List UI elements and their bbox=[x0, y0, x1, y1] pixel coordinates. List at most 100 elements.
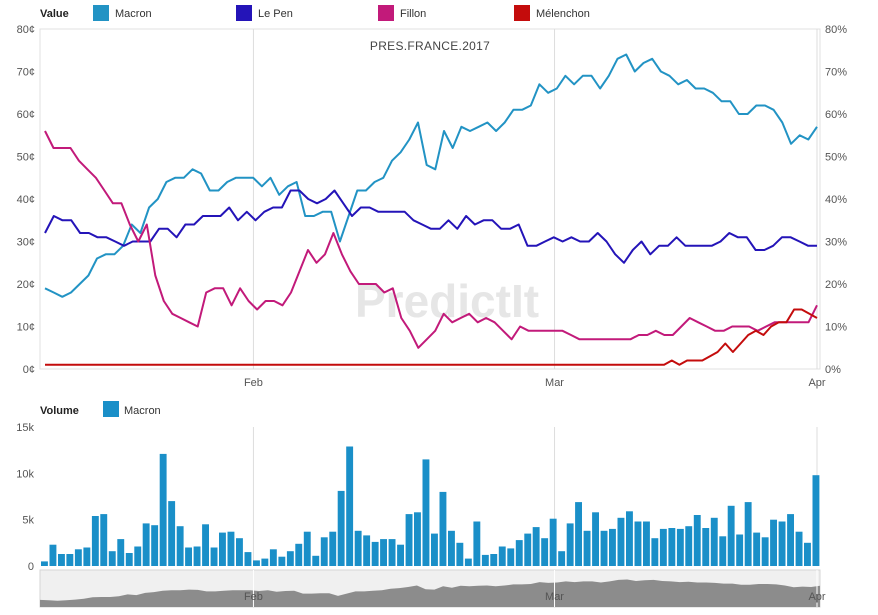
volume-bar bbox=[592, 512, 599, 566]
x-axis: Feb Mar Apr bbox=[244, 377, 826, 389]
volume-y-tick-label: 10k bbox=[16, 468, 34, 480]
volume-bar bbox=[507, 548, 515, 566]
volume-bar bbox=[583, 530, 591, 566]
volume-bar bbox=[617, 517, 625, 566]
volume-bar bbox=[668, 528, 676, 566]
volume-bar bbox=[66, 554, 74, 566]
y-right-tick-label: 30% bbox=[825, 237, 847, 249]
volume-bar bbox=[558, 551, 566, 566]
legend-label-melenchon: Mélenchon bbox=[536, 8, 590, 20]
volume-bar bbox=[685, 526, 693, 566]
volume-bar bbox=[58, 554, 65, 566]
navigator-area bbox=[40, 579, 820, 607]
y-left-tick-label: 60¢ bbox=[17, 109, 35, 121]
y-right-tick-label: 10% bbox=[825, 322, 847, 334]
volume-bar bbox=[303, 531, 311, 566]
value-series bbox=[44, 53, 818, 366]
navigator-x-axis: Feb Mar Apr bbox=[244, 570, 826, 607]
volume-bar bbox=[185, 547, 192, 566]
volume-bar bbox=[125, 553, 133, 566]
chart-title: PRES.FRANCE.2017 bbox=[370, 39, 490, 53]
volume-bar bbox=[761, 537, 769, 566]
volume-bar bbox=[253, 560, 260, 566]
legend-swatch-melenchon bbox=[514, 5, 530, 21]
volume-bar bbox=[676, 528, 684, 566]
volume-bar bbox=[456, 542, 464, 566]
volume-bar bbox=[575, 502, 582, 566]
navigator-tick-label-apr: Apr bbox=[808, 591, 825, 603]
y-left-tick-label: 70¢ bbox=[17, 67, 35, 79]
volume-bar bbox=[448, 530, 455, 566]
volume-bar bbox=[770, 519, 777, 566]
volume-bar bbox=[261, 558, 269, 566]
y-right-tick-label: 70% bbox=[825, 67, 847, 79]
volume-bar bbox=[651, 538, 659, 566]
volume-bar bbox=[524, 533, 532, 566]
volume-bar bbox=[702, 528, 710, 566]
volume-bar bbox=[142, 523, 150, 566]
volume-bar bbox=[481, 554, 489, 566]
volume-bar bbox=[371, 541, 379, 566]
legend-swatch-macron bbox=[93, 5, 109, 21]
volume-y-tick-label: 0 bbox=[28, 561, 34, 573]
volume-y-axis: 0 5k 10k 15k bbox=[16, 422, 34, 573]
volume-legend-title: Volume bbox=[40, 405, 79, 417]
volume-bar bbox=[337, 490, 345, 566]
y-axis-left: 0¢ 10¢ 20¢ 30¢ 40¢ 50¢ 60¢ 70¢ 80¢ bbox=[17, 24, 35, 376]
volume-bar bbox=[202, 524, 209, 566]
volume-bar bbox=[549, 518, 557, 566]
value-chart: PredictIt PRES.FRANCE.2017 0¢ 10¢ 20¢ 30¢ 40… bbox=[17, 24, 848, 389]
y-left-tick-label: 50¢ bbox=[17, 152, 35, 164]
x-tick-label-mar: Mar bbox=[545, 377, 564, 389]
volume-y-tick-label: 5k bbox=[22, 515, 34, 527]
volume-bar bbox=[736, 534, 744, 566]
volume-bar bbox=[753, 532, 761, 566]
y-left-tick-label: 80¢ bbox=[17, 24, 35, 36]
y-right-tick-label: 60% bbox=[825, 109, 847, 121]
navigator[interactable]: Feb Mar Apr bbox=[39, 569, 826, 608]
volume-bar bbox=[49, 544, 57, 566]
volume-bar bbox=[295, 543, 303, 566]
legend-label-macron: Macron bbox=[115, 8, 152, 20]
volume-bar bbox=[473, 521, 481, 566]
legend-label-fillon: Fillon bbox=[400, 8, 426, 20]
volume-bar bbox=[74, 549, 82, 566]
volume-bar bbox=[91, 516, 99, 566]
x-tick-label-feb: Feb bbox=[244, 377, 263, 389]
volume-bar bbox=[354, 530, 362, 566]
volume-bar bbox=[490, 554, 498, 566]
y-left-tick-label: 30¢ bbox=[17, 237, 35, 249]
volume-bar bbox=[795, 531, 803, 566]
y-right-tick-label: 40% bbox=[825, 194, 847, 206]
volume-bar bbox=[778, 521, 786, 566]
volume-bar bbox=[532, 527, 540, 566]
volume-bar bbox=[100, 514, 108, 566]
series-line-fillon bbox=[44, 130, 818, 349]
volume-chart: 0 5k 10k 15k bbox=[16, 422, 820, 573]
y-axis-right: 0% 10% 20% 30% 40% 50% 60% 70% 80% bbox=[825, 24, 847, 376]
volume-bar bbox=[329, 531, 337, 566]
volume-bar bbox=[312, 555, 320, 566]
series-line-macron bbox=[44, 53, 818, 298]
volume-bar bbox=[363, 535, 371, 566]
volume-bar bbox=[380, 539, 387, 566]
volume-bar bbox=[117, 539, 125, 566]
volume-bar bbox=[219, 532, 226, 566]
y-right-tick-label: 20% bbox=[825, 279, 847, 291]
volume-y-tick-label: 15k bbox=[16, 422, 34, 434]
volume-bar bbox=[388, 539, 396, 566]
volume-bar bbox=[210, 547, 218, 566]
volume-bar bbox=[431, 533, 438, 566]
volume-bar bbox=[710, 517, 718, 566]
legend-swatch-fillon bbox=[378, 5, 394, 21]
navigator-tick-label-mar: Mar bbox=[545, 591, 564, 603]
volume-bar bbox=[108, 551, 116, 566]
series-line-le-pen bbox=[44, 189, 817, 264]
value-gridlines bbox=[252, 29, 818, 369]
volume-legend: Macron bbox=[103, 401, 161, 417]
y-left-tick-label: 10¢ bbox=[17, 322, 35, 334]
volume-bar bbox=[515, 540, 523, 566]
volume-bar bbox=[236, 538, 243, 566]
volume-bar bbox=[83, 547, 91, 566]
